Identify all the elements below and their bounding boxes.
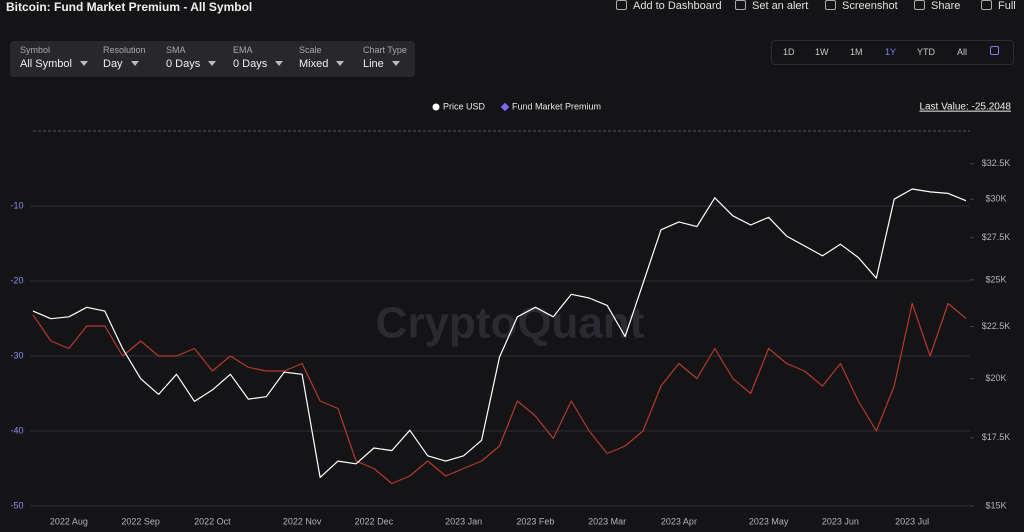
range-button[interactable]: YTD: [917, 47, 935, 57]
x-tick-label: 2022 Nov: [283, 516, 322, 526]
control-value: Day: [103, 58, 146, 70]
control[interactable]: EMA 0 Days: [233, 45, 283, 70]
y2-tick-label: $22.5K: [982, 321, 1011, 331]
control-label: Resolution: [103, 45, 146, 55]
control-value: 0 Days: [233, 58, 283, 70]
y-tick-label: -20: [10, 275, 23, 285]
control-label: Symbol: [20, 45, 51, 55]
tool-icon: [616, 0, 627, 10]
control-value: Mixed: [299, 58, 344, 70]
range-button[interactable]: 1Y: [885, 47, 897, 57]
tool-label: Set an alert: [752, 0, 809, 12]
legend-label: Fund Market Premium: [512, 101, 601, 111]
y-tick-label: -30: [10, 350, 23, 360]
y2-tick-label: $25K: [985, 274, 1006, 284]
control-label: Chart Type: [363, 45, 407, 55]
calendar-icon[interactable]: [990, 46, 999, 55]
control-value: Line: [363, 58, 407, 70]
toolbar-button[interactable]: Set an alert: [735, 0, 808, 12]
y-tick-label: -50: [10, 500, 23, 510]
watermark: CryptoQuant: [376, 299, 645, 348]
control-label: EMA: [233, 45, 253, 55]
legend-label: Price USD: [443, 101, 486, 111]
x-tick-label: 2022 Dec: [355, 516, 394, 526]
tool-label: Full: [998, 0, 1016, 12]
y2-tick-label: $30K: [985, 194, 1006, 204]
range-button[interactable]: 1W: [815, 47, 829, 57]
x-tick-label: 2023 Jun: [822, 516, 859, 526]
y2-tick-label: $17.5K: [982, 432, 1011, 442]
legend-marker: [432, 103, 440, 111]
control[interactable]: SMA 0 Days: [166, 45, 216, 70]
tool-label: Share: [931, 0, 961, 12]
control-value: 0 Days: [166, 58, 216, 70]
y2-tick-label: $27.5K: [982, 232, 1011, 242]
control[interactable]: Resolution Day: [103, 45, 146, 70]
toolbar-button[interactable]: Add to Dashboard: [616, 0, 722, 12]
x-tick-label: 2023 Apr: [661, 516, 697, 526]
page-title: Bitcoin: Fund Market Premium - All Symbo…: [6, 0, 253, 14]
range-selector: 1D 1W 1M 1Y YTD All: [771, 40, 1014, 65]
tool-icon: [981, 0, 992, 10]
x-tick-label: 2023 May: [749, 516, 789, 526]
tool-label: Add to Dashboard: [633, 0, 722, 12]
tool-icon: [825, 0, 836, 10]
series-line: [32, 302, 967, 485]
last-value: Last Value: -25.2048: [919, 102, 1011, 113]
x-tick-label: 2023 Jul: [895, 516, 929, 526]
control-label: Scale: [299, 45, 322, 55]
y2-tick-label: $15K: [985, 500, 1006, 510]
x-tick-label: 2023 Mar: [588, 516, 626, 526]
toolbar-button[interactable]: Share: [914, 0, 960, 12]
tool-icon: [914, 0, 925, 10]
legend-marker: [500, 102, 510, 112]
x-tick-label: 2023 Feb: [516, 516, 554, 526]
x-tick-label: 2022 Oct: [194, 516, 231, 526]
series-line: [32, 188, 967, 478]
range-button[interactable]: All: [957, 47, 968, 57]
range-button[interactable]: 1M: [850, 47, 863, 57]
toolbar-button[interactable]: Full: [981, 0, 1016, 12]
tool-label: Screenshot: [842, 0, 898, 12]
tool-icon: [735, 0, 746, 10]
y-tick-label: -40: [10, 425, 23, 435]
control-value: All Symbol: [20, 58, 88, 70]
y2-tick-label: $32.5K: [982, 158, 1011, 168]
control-label: SMA: [166, 45, 186, 55]
x-tick-label: 2023 Jan: [445, 516, 482, 526]
range-button[interactable]: 1D: [783, 47, 795, 57]
control[interactable]: Chart Type Line: [363, 45, 407, 70]
control[interactable]: Scale Mixed: [299, 45, 344, 70]
toolbar-button[interactable]: Screenshot: [825, 0, 898, 12]
x-tick-label: 2022 Aug: [50, 516, 88, 526]
control[interactable]: Symbol All Symbol: [20, 45, 88, 70]
y-tick-label: -10: [10, 200, 23, 210]
x-tick-label: 2022 Sep: [121, 516, 160, 526]
y2-tick-label: $20K: [985, 373, 1006, 383]
controls: Symbol All Symbol Resolution Day SMA 0 Days EM…: [10, 41, 415, 77]
